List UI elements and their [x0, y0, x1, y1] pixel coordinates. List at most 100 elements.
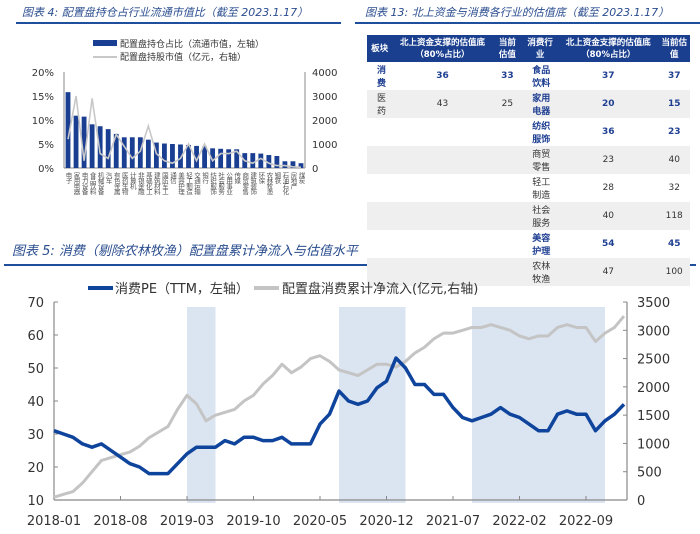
y-left-tick: 10 — [27, 494, 44, 509]
x-tick: 2021-07 — [426, 514, 480, 529]
y-right-tick: 0 — [312, 164, 318, 175]
bar — [121, 137, 127, 168]
table-cell: 54 — [602, 239, 615, 249]
table-row: 消费 36 33 食品饮料 37 37 — [367, 62, 690, 90]
category-label: 传媒 — [233, 171, 241, 186]
table-cell: 食品饮料 — [532, 66, 551, 89]
table-cell: 37 — [602, 71, 615, 81]
table-cell: 纺织服饰 — [532, 122, 551, 145]
bar — [113, 133, 119, 168]
bar — [153, 142, 159, 168]
x-tick: 2018-01 — [27, 514, 81, 529]
y-left-tick: 15% — [32, 92, 54, 103]
table-row: 医药 43 25 家用电器 20 15 — [367, 90, 690, 118]
bar — [105, 129, 111, 168]
table-cell — [492, 258, 523, 286]
category-label: 石油石化 — [281, 172, 289, 197]
bar — [89, 124, 95, 168]
legend-bar-swatch — [93, 40, 117, 46]
table-cell — [392, 258, 493, 286]
bar — [170, 144, 175, 168]
table-cell: 118 — [658, 202, 690, 230]
table-cell — [492, 146, 523, 174]
y-left-tick: 0% — [38, 164, 54, 175]
y-right-tick: 3500 — [637, 296, 670, 311]
table-cell — [367, 258, 393, 286]
table-header: 板块 — [367, 35, 393, 62]
table-cell: 23 — [558, 146, 659, 174]
category-label: 有色金属 — [112, 171, 120, 197]
y-right-tick: 3000 — [312, 92, 337, 103]
bar — [234, 149, 240, 168]
bar — [65, 92, 71, 168]
table-cell: 100 — [658, 258, 690, 286]
table-row: 美容护理 54 45 — [367, 230, 690, 258]
table-row: 轻工制造 28 32 — [367, 174, 690, 202]
y-right-tick: 2500 — [637, 353, 670, 368]
fig13-title: 图表 13: 北上资金与消费各行业的估值底（截至 2023.1.17） — [365, 6, 670, 19]
bar — [218, 148, 224, 168]
y-left-tick: 40 — [27, 395, 44, 410]
bar — [282, 161, 288, 168]
y-right-tick: 500 — [637, 466, 662, 481]
y-right-tick: 1000 — [637, 437, 670, 452]
category-label: 医药生物 — [120, 172, 128, 197]
table-header: 消费行业 — [522, 35, 559, 62]
table-cell: 美容护理 — [532, 234, 551, 257]
y-left-tick: 5% — [38, 140, 54, 151]
y-left-tick: 70 — [27, 296, 44, 311]
table-cell: 消费 — [377, 66, 387, 89]
bar — [137, 137, 143, 168]
category-label: 计算机 — [128, 171, 136, 191]
table-row: 商贸零售 23 40 — [367, 146, 690, 174]
shaded-period — [339, 307, 406, 503]
category-label: 公用事业 — [225, 172, 233, 195]
bar — [97, 126, 103, 168]
table-row: 社会服务 40 118 — [367, 202, 690, 230]
table-cell — [367, 146, 393, 174]
legend-pe-label: 消费PE（TTM，左轴） — [115, 282, 249, 297]
x-tick: 2019-10 — [226, 514, 280, 529]
bar — [250, 153, 256, 168]
table-cell: 40 — [658, 146, 690, 174]
y-right-tick: 2000 — [637, 381, 670, 396]
table-cell: 25 — [492, 90, 523, 118]
legend-line-label: 配置盘持股市值（亿元，右轴） — [120, 51, 246, 63]
table-cell: 农林牧渔 — [522, 258, 559, 286]
fig5-title: 图表 5: 消费（剔除农林牧渔）配置盘累计净流入与估值水平 — [12, 244, 358, 259]
category-label: 非银金融 — [136, 171, 144, 197]
table-cell: 20 — [558, 90, 659, 118]
bar — [226, 149, 232, 168]
table-row: 纺织服饰 36 23 — [367, 118, 690, 146]
table-cell: 商贸零售 — [522, 146, 559, 174]
table-cell — [392, 202, 493, 230]
table-cell: 37 — [667, 71, 681, 81]
table-cell: 43 — [392, 90, 493, 118]
table-cell: 36 — [436, 71, 449, 81]
y-right-tick: 1000 — [312, 140, 337, 151]
table-cell: 社会服务 — [522, 202, 559, 230]
fig4-title: 图表 4: 配置盘持仓占行业流通市值比（截至 2023.1.17） — [22, 6, 309, 19]
bar — [202, 146, 207, 168]
category-label: 建筑装饰 — [249, 171, 257, 197]
y-left-tick: 10% — [32, 116, 54, 127]
y-left-tick: 50 — [27, 362, 44, 377]
category-label: 美容护理 — [176, 171, 184, 196]
bar — [186, 144, 191, 168]
category-label: 轻工制造 — [185, 171, 193, 197]
category-label: 农林牧渔 — [265, 171, 273, 197]
table-cell: 40 — [558, 202, 659, 230]
fig5-rule — [4, 264, 696, 266]
bar — [129, 137, 135, 168]
pe-line — [53, 356, 626, 476]
table-cell — [492, 202, 523, 230]
bar — [274, 156, 280, 168]
table-cell: 28 — [602, 183, 615, 193]
legend-flow-label: 配置盘消费累计净流入(亿元,右轴) — [282, 281, 478, 297]
x-tick: 2020-12 — [359, 514, 413, 529]
table-cell: 36 — [602, 127, 615, 137]
y-right-tick: 4000 — [312, 68, 337, 79]
bar — [73, 115, 79, 168]
table-header: 当前估值 — [492, 35, 523, 62]
table-cell: 15 — [658, 90, 690, 118]
